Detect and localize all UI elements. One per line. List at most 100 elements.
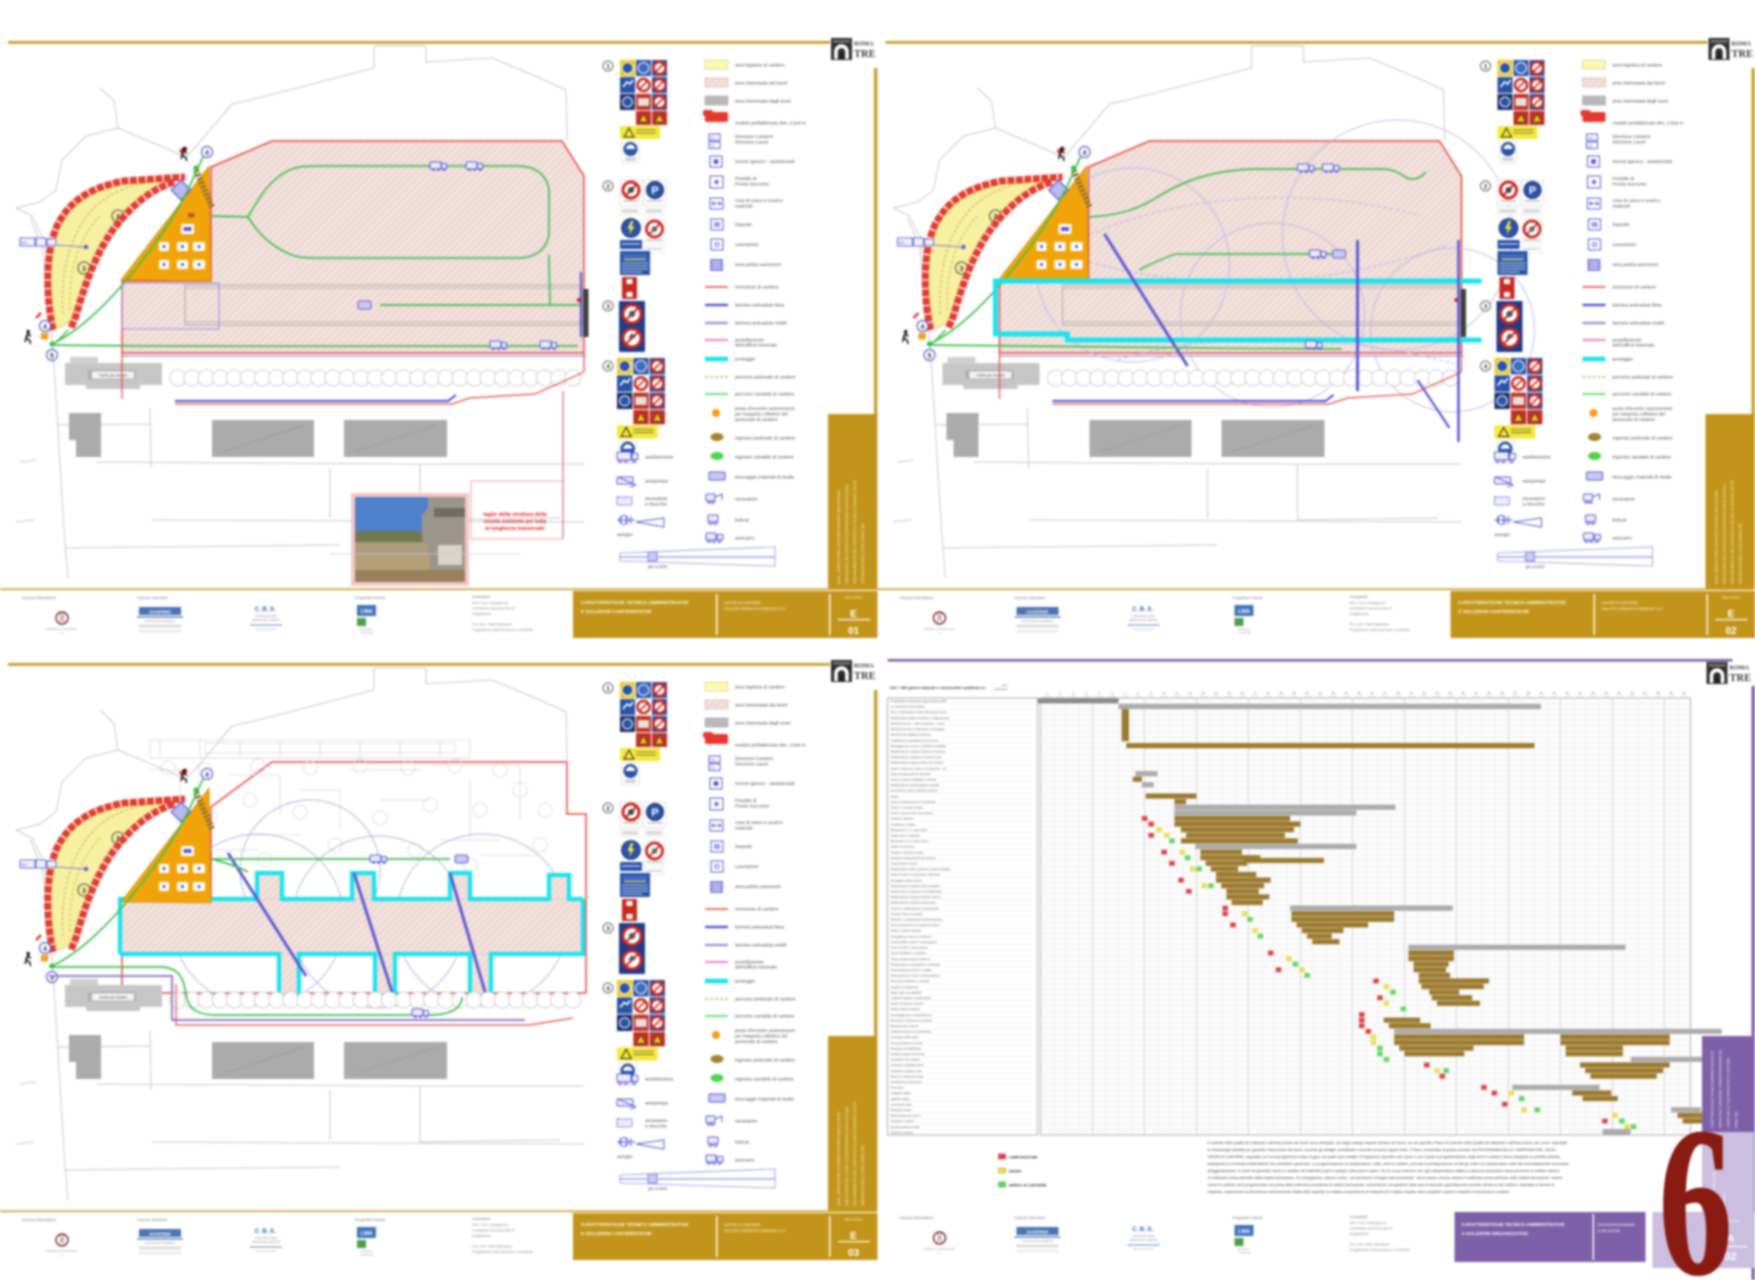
svg-text:1: 1: [1046, 691, 1048, 695]
svg-text:1 2 3 4 5: 1 2 3 4 5: [1538, 696, 1545, 698]
svg-text:49: 49: [1669, 691, 1673, 695]
svg-text:11: 11: [1176, 691, 1179, 695]
svg-text:1 2 3 4 5: 1 2 3 4 5: [1161, 696, 1168, 698]
svg-text:1 2 3 4 5: 1 2 3 4 5: [1343, 696, 1350, 698]
svg-text:Opere da fabbro e ringhiere: Opere da fabbro e ringhiere: [891, 951, 927, 955]
svg-text:Posa in opera di ferri di arma: Posa in opera di ferri di armatura: [891, 811, 933, 815]
svg-text:32: 32: [1448, 691, 1452, 695]
svg-text:17: 17: [1253, 691, 1257, 695]
svg-text:39: 39: [1539, 691, 1543, 695]
svg-text:41: 41: [1565, 691, 1569, 695]
svg-text:Controsoffitti e opere in cart: Controsoffitti e opere in cartongesso: [891, 940, 938, 944]
svg-text:37: 37: [1513, 691, 1517, 695]
svg-text:1 2 3 4 5: 1 2 3 4 5: [1278, 696, 1285, 698]
svg-text:1 2 3 4 5: 1 2 3 4 5: [1577, 696, 1584, 698]
svg-text:6: 6: [1659, 1086, 1732, 1280]
svg-text:10 settimane prima dell'inizio: 10 settimane prima dell'inizio della rel…: [1208, 1176, 1563, 1180]
svg-text:1 2 3 4 5: 1 2 3 4 5: [1317, 696, 1324, 698]
svg-text:ARRIVO IN CANTIERE: ARRIVO IN CANTIERE: [1009, 1184, 1048, 1188]
svg-text:50: 50: [1682, 691, 1686, 695]
svg-text:28: 28: [1396, 691, 1400, 695]
svg-text:44: 44: [1604, 691, 1608, 695]
svg-text:Casseri e disarmo: Casseri e disarmo: [891, 817, 915, 821]
svg-text:Sistemazione a verde e piantum: Sistemazione a verde e piantumazioni: [891, 974, 940, 978]
svg-text:Recinzioni definitive e cancel: Recinzioni definitive e cancelli: [891, 979, 930, 983]
svg-text:Montaggio infissi esterni: Montaggio infissi esterni: [891, 878, 922, 882]
svg-text:INFRASTRUTTURAZIONE CRONOPROGR: INFRASTRUTTURAZIONE CRONOPROGRAMMA DEI: [1719, 1049, 1723, 1128]
svg-text:Allestimento box - uffici di c: Allestimento box - uffici di cantiere - …: [891, 721, 945, 725]
svg-text:15: 15: [1227, 691, 1231, 695]
svg-text:Posa di pavimenti e rivestimen: Posa di pavimenti e rivestimenti interni: [891, 923, 941, 927]
svg-text:1 2 3 4 5: 1 2 3 4 5: [1369, 696, 1376, 698]
svg-text:Realizzazione impianto elettri: Realizzazione impianto elettrico di cant…: [891, 749, 946, 753]
svg-text:01: 01: [848, 626, 860, 637]
svg-text:29: 29: [1409, 691, 1413, 695]
svg-text:Intonaci interni ed esterni: Intonaci interni ed esterni: [891, 912, 924, 916]
svg-text:Realizzazione sottofondazioni: Realizzazione sottofondazioni speciali: [891, 783, 940, 787]
svg-text:Documentazione as-built: Documentazione as-built: [891, 1041, 923, 1045]
svg-text:14: 14: [1214, 691, 1218, 695]
svg-text:anticipando le eventuali probl: anticipando le eventuali problematiche c…: [1208, 1162, 1570, 1166]
svg-text:20: 20: [1292, 691, 1296, 695]
svg-text:CARATTERISTICHE TECNICO AMMINI: CARATTERISTICHE TECNICO AMMINISTRATIVE: [1462, 1222, 1565, 1227]
svg-text:1 2 3 4 5: 1 2 3 4 5: [1135, 696, 1142, 698]
svg-text:Scavi e rinterri per opere in: Scavi e rinterri per opere in fondazione…: [891, 766, 947, 770]
svg-text:la lunghezza trasversale: la lunghezza trasversale: [485, 526, 545, 532]
svg-text:1 2 3 4 5: 1 2 3 4 5: [1408, 696, 1415, 698]
svg-text:1 2 3 4 5: 1 2 3 4 5: [1187, 696, 1194, 698]
svg-text:1 2 3 4 5: 1 2 3 4 5: [1551, 696, 1558, 698]
svg-text:taglio della struttura della: taglio della struttura della: [483, 512, 546, 518]
svg-text:43: 43: [1591, 691, 1595, 695]
svg-text:Posa di manto di copertura e l: Posa di manto di copertura e lattonerie: [891, 873, 941, 877]
svg-text:Elevazioni in c.a. piano terra: Elevazioni in c.a. piano terra: [891, 828, 928, 832]
svg-text:Tinteggiature interne ed ester: Tinteggiature interne ed esterne: [891, 934, 932, 938]
svg-text:Ripristini aree esterne: Ripristini aree esterne: [891, 1024, 920, 1028]
svg-text:1 2 3 4 5: 1 2 3 4 5: [1525, 696, 1532, 698]
svg-text:1 2 3 4 5: 1 2 3 4 5: [1434, 696, 1441, 698]
svg-text:25: 25: [1357, 691, 1361, 695]
svg-text:2: 2: [1059, 691, 1061, 695]
svg-text:Realizzazione marciapiedi e co: Realizzazione marciapiedi e cordonate: [891, 962, 941, 966]
svg-text:Posa di infissi e porte intern: Posa di infissi e porte interne: [891, 946, 929, 950]
svg-text:ORDINI: ORDINI: [1009, 1170, 1022, 1174]
svg-text:5: 5: [1098, 691, 1100, 695]
svg-text:l'arrivo in cantiere verra pro: l'arrivo in cantiere verra programmato n…: [1208, 1183, 1555, 1187]
svg-text:Fascicolo del fabbricato: Fascicolo del fabbricato: [891, 1046, 922, 1050]
svg-text:12: 12: [1188, 691, 1192, 695]
svg-text:Realizzazione impianto di mess: Realizzazione impianto di messa a terra: [891, 755, 943, 759]
svg-text:SIGLA TAVOLA: SIGLA TAVOLA: [1721, 1219, 1739, 1223]
svg-text:massima, mantenendo la dimensi: massima, mantenendo la dimensione estrem…: [1208, 1190, 1511, 1194]
svg-text:Realizzazione della recinzione: Realizzazione della recinzione e degli a…: [891, 716, 950, 720]
svg-text:38: 38: [1526, 691, 1530, 695]
svg-text:Murature di tamponamento ester: Murature di tamponamento esterne: [891, 856, 937, 860]
svg-text:1 2 3 4 5: 1 2 3 4 5: [1629, 696, 1636, 698]
svg-text:Collaudo statico: Collaudo statico: [891, 1091, 912, 1095]
svg-text:1 2 3 4 5: 1 2 3 4 5: [1265, 696, 1272, 698]
svg-text:1 2 3 4 5: 1 2 3 4 5: [1070, 696, 1077, 698]
svg-text:Massetti e sottofondi per pavi: Massetti e sottofondi per pavimentazioni: [891, 918, 943, 922]
svg-text:Archiviazione documenti: Archiviazione documenti: [891, 1080, 923, 1084]
svg-text:Solaio primo impalcato: Solaio primo impalcato: [891, 834, 921, 838]
svg-text:Smontaggio gru e baraccamenti: Smontaggio gru e baraccamenti: [891, 1013, 932, 1017]
svg-text:Getto di calcestruzzo in fonda: Getto di calcestruzzo in fondazione: [891, 800, 936, 804]
svg-text:Rendicontazione finale: Rendicontazione finale: [891, 1125, 921, 1129]
svg-text:mesi: mesi: [1001, 683, 1008, 687]
svg-text:47: 47: [1643, 691, 1647, 695]
svg-text:1 2 3 4 5: 1 2 3 4 5: [1421, 696, 1428, 698]
svg-text:1 2 3 4 5: 1 2 3 4 5: [1304, 696, 1311, 698]
svg-text:1 2 3 4 5: 1 2 3 4 5: [1499, 696, 1506, 698]
svg-text:Consegna delle opere: Consegna delle opere: [891, 1035, 920, 1039]
svg-text:13: 13: [1201, 691, 1205, 695]
svg-text:1 2 3 4 5: 1 2 3 4 5: [1447, 696, 1454, 698]
svg-text:Smobilizzo del cantiere: Smobilizzo del cantiere: [891, 1058, 921, 1062]
svg-text:3: 3: [1072, 691, 1074, 695]
svg-text:27: 27: [1383, 691, 1387, 695]
svg-text:1 2 3 4 5: 1 2 3 4 5: [1460, 696, 1467, 698]
svg-text:02: 02: [1724, 1251, 1736, 1263]
svg-text:Solaio di copertura: Solaio di copertura: [891, 845, 915, 849]
svg-text:22: 22: [1318, 691, 1322, 695]
svg-text:31: 31: [1435, 691, 1439, 695]
svg-text:Vespai e sottofondi areati: Vespai e sottofondi areati: [891, 850, 924, 854]
svg-text:30: 30: [1422, 691, 1426, 695]
svg-text:1 2 3 4 5: 1 2 3 4 5: [1148, 696, 1155, 698]
